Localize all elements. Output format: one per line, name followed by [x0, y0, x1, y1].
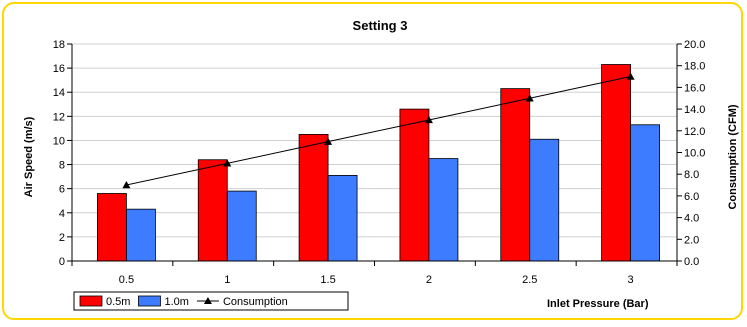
legend-label: Consumption [223, 296, 288, 308]
y2-tick-label: 2.0 [684, 234, 699, 246]
consumption-point [324, 137, 333, 145]
bars [97, 64, 660, 262]
y-axis-label: Air Speed (m/s) [23, 116, 35, 197]
y-tick-label: 18 [53, 39, 65, 51]
consumption-line-path [126, 76, 631, 186]
y-tick-label: 0 [59, 256, 65, 268]
consumption-point [525, 94, 534, 102]
y-tick-label: 2 [59, 232, 65, 244]
y2-tick-label: 8.0 [684, 169, 699, 181]
y2-tick-label: 18.0 [684, 61, 705, 73]
x-tick-label: 1.5 [320, 274, 335, 286]
bar-1.0m [226, 190, 257, 262]
y2-tick-label: 14.0 [684, 104, 705, 116]
consumption-line [122, 72, 635, 189]
y-tick-label: 16 [53, 63, 65, 75]
legend-label: 1.0m [164, 296, 188, 308]
bar-1.0m [428, 158, 459, 262]
y2-axis-label: Consumption (CFM) [727, 104, 739, 209]
bar-0.5m [500, 88, 531, 262]
bar-0.5m [601, 64, 631, 262]
consumption-point [626, 72, 635, 80]
consumption-point [424, 115, 433, 124]
legend-swatch-1.0m [138, 295, 161, 307]
x-tick-label: 2 [426, 274, 432, 286]
x-tick-label: 1 [224, 274, 230, 286]
x-axis-label: Inlet Pressure (Bar) [547, 298, 649, 310]
legend-swatch-0.5m [79, 295, 103, 307]
legend-marker-Consumption [203, 297, 212, 304]
x-tick-label: 3 [628, 274, 634, 286]
bar-1.0m [529, 138, 560, 262]
consumption-point [223, 159, 232, 167]
bar-1.0m [126, 208, 156, 262]
y-tick-label: 8 [59, 160, 65, 172]
y2-tick-label: 0.0 [684, 256, 699, 268]
y2-tick-label: 12.0 [684, 126, 705, 138]
bar-0.5m [399, 108, 430, 262]
chart: Setting 3 0246810121416180.02.04.06.08.0… [23, 18, 739, 311]
y-tick-label: 6 [59, 184, 65, 196]
axes: 0246810121416180.02.04.06.08.010.012.014… [53, 39, 706, 286]
bar-0.5m [97, 193, 127, 262]
x-tick-label: 2.5 [522, 274, 537, 286]
y-tick-label: 14 [53, 87, 65, 99]
y-tick-label: 12 [53, 111, 65, 123]
consumption-point [122, 181, 131, 189]
y2-tick-label: 10.0 [684, 148, 705, 160]
y2-tick-label: 16.0 [684, 82, 705, 94]
chart-title: Setting 3 [353, 18, 408, 33]
legend-label: 0.5m [106, 296, 130, 308]
bar-0.5m [298, 134, 329, 262]
y2-tick-label: 20.0 [684, 39, 705, 51]
x-tick-label: 0.5 [119, 274, 134, 286]
y-tick-label: 10 [53, 135, 65, 147]
y2-tick-label: 4.0 [684, 213, 699, 225]
y-tick-label: 4 [59, 208, 65, 220]
grid [72, 43, 677, 262]
bar-1.0m [327, 175, 358, 262]
bar-0.5m [197, 159, 228, 262]
chart-frame: Setting 3 0 2 4 6 8 10 12 14 16 18 0.0 2.0 4.0 6.0 8.0… [2, 2, 743, 320]
legend: 0.5m 1.0m Consumption [73, 291, 349, 311]
bar-1.0m [630, 124, 660, 262]
y2-tick-label: 6.0 [684, 191, 699, 203]
